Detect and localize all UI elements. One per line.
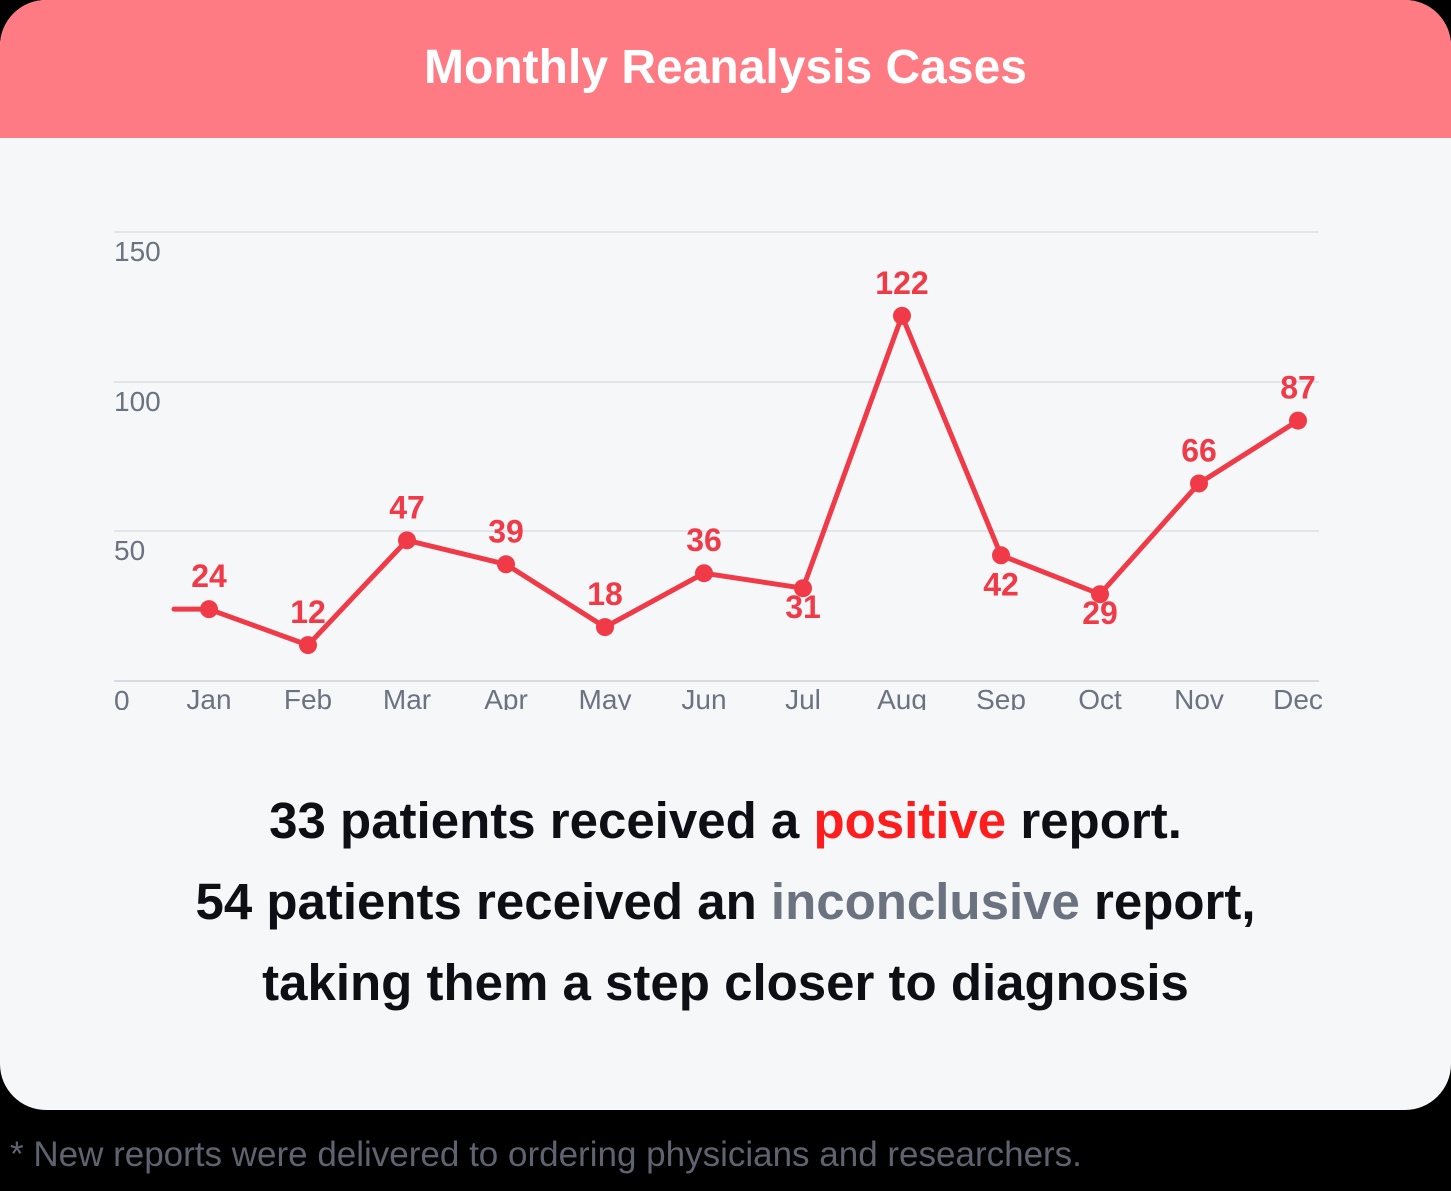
svg-text:Aug: Aug: [877, 684, 927, 710]
svg-text:18: 18: [587, 576, 623, 612]
svg-text:150: 150: [114, 236, 161, 267]
svg-text:Apr: Apr: [484, 684, 528, 710]
svg-text:Mar: Mar: [383, 684, 431, 710]
svg-text:24: 24: [191, 558, 227, 594]
svg-text:36: 36: [686, 522, 722, 558]
svg-text:122: 122: [875, 265, 928, 301]
svg-text:87: 87: [1280, 370, 1316, 406]
svg-text:Nov: Nov: [1174, 684, 1224, 710]
svg-text:Oct: Oct: [1078, 684, 1122, 710]
svg-text:66: 66: [1181, 432, 1217, 468]
svg-text:47: 47: [389, 489, 425, 525]
svg-text:Sep: Sep: [976, 684, 1026, 710]
svg-text:Jan: Jan: [186, 684, 231, 710]
svg-text:39: 39: [488, 513, 524, 549]
svg-text:42: 42: [983, 566, 1019, 602]
svg-text:Jul: Jul: [785, 684, 821, 710]
svg-text:29: 29: [1082, 595, 1118, 631]
svg-text:Dec: Dec: [1273, 684, 1323, 710]
svg-text:0: 0: [114, 685, 130, 710]
svg-text:12: 12: [290, 594, 326, 630]
svg-text:100: 100: [114, 386, 161, 417]
svg-text:Feb: Feb: [284, 684, 332, 710]
svg-text:31: 31: [785, 589, 821, 625]
svg-text:50: 50: [114, 535, 145, 566]
svg-text:May: May: [579, 684, 632, 710]
svg-text:Jun: Jun: [681, 684, 726, 710]
